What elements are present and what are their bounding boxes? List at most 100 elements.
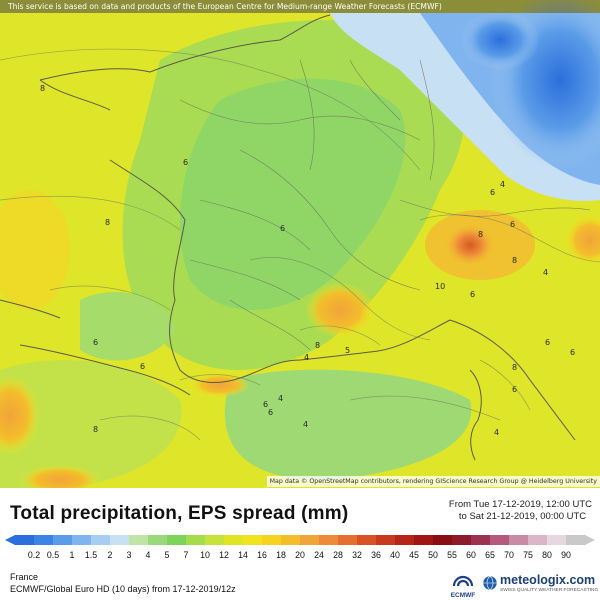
contour-label: 6: [268, 408, 274, 417]
meteologix-name: meteologix.com: [500, 573, 596, 587]
ecmwf-disclaimer-banner: This service is based on data and produc…: [0, 0, 600, 13]
scale-tick-label: 10: [200, 550, 210, 560]
scale-segment: [186, 535, 206, 545]
contour-label: 8: [40, 84, 46, 93]
precip-zone-sw-corner: [0, 375, 40, 455]
region-name: France: [10, 572, 39, 582]
ecmwf-logo-icon: [452, 575, 474, 587]
contour-label: 6: [545, 338, 551, 347]
scale-tick-label: 90: [561, 550, 571, 560]
scale-segment: [34, 535, 54, 545]
scale-tick-label: 28: [333, 550, 343, 560]
ecmwf-logo: ECMWF: [448, 573, 478, 599]
contour-label: 6: [512, 385, 518, 394]
scale-tick-label: 55: [447, 550, 457, 560]
period-to: to Sat 21-12-2019, 00:00 UTC: [458, 511, 587, 522]
precip-zone-sw: [0, 360, 182, 488]
scale-segment: [205, 535, 225, 545]
scale-tick-label: 40: [390, 550, 400, 560]
scale-segment: [148, 535, 168, 545]
contour-label: 8: [512, 363, 518, 372]
contour-label: 4: [543, 268, 549, 277]
period-from: From Tue 17-12-2019, 12:00 UTC: [448, 499, 592, 510]
scale-segment: [528, 535, 548, 545]
scale-segment: [452, 535, 472, 545]
precip-zone-cevennes: [305, 282, 375, 338]
precip-zone-atlantic: [0, 190, 70, 310]
scale-tick-label: 24: [314, 550, 324, 560]
contour-label: 8: [512, 256, 518, 265]
contour-label: 6: [470, 290, 476, 299]
scale-tick-label: 32: [352, 550, 362, 560]
precip-zone-pyrenees: [190, 373, 250, 397]
contour-label: 6: [183, 158, 189, 167]
contour-label: 4: [278, 394, 284, 403]
meteologix-tagline: SWISS QUALITY WEATHER FORECASTING: [500, 588, 599, 593]
scale-segment: [72, 535, 92, 545]
scale-segment: [490, 535, 510, 545]
contour-label: 4: [303, 420, 309, 429]
scale-tick-label: 1: [69, 550, 75, 560]
model-info: ECMWF/Global Euro HD (10 days) from 17-1…: [10, 584, 236, 594]
scale-segment: [243, 535, 263, 545]
map-title: Total precipitation, EPS spread (mm): [10, 503, 349, 524]
scale-segment: [15, 535, 35, 545]
scale-segment: [566, 535, 586, 545]
scale-segment: [433, 535, 453, 545]
scale-tick-label: 0.2: [27, 550, 41, 560]
scale-segment: [414, 535, 434, 545]
scale-arrow-right: [585, 535, 595, 545]
scale-segment: [281, 535, 301, 545]
ecmwf-logo-text: ECMWF: [450, 592, 476, 599]
coastlines: [0, 14, 576, 461]
scale-tick-label: 45: [409, 550, 419, 560]
scale-tick-label: 7: [183, 550, 189, 560]
contour-label: 6: [93, 338, 99, 347]
contour-lines: [0, 48, 600, 441]
contour-label: 6: [140, 362, 146, 371]
precip-zone-south-edge: [20, 465, 100, 488]
contour-label: 8: [478, 230, 484, 239]
scale-segment: [129, 535, 149, 545]
scale-tick-label: 20: [295, 550, 305, 560]
scale-segment: [395, 535, 415, 545]
scale-tick-label: 70: [504, 550, 514, 560]
scale-tick-label: 75: [523, 550, 533, 560]
precip-zone-alps-core: [444, 223, 496, 267]
meteologix-globe-icon: [482, 575, 498, 591]
scale-tick-label: 36: [371, 550, 381, 560]
scale-segment: [167, 535, 187, 545]
contour-label: 6: [490, 188, 496, 197]
scale-tick-label: 50: [428, 550, 438, 560]
contour-label: 6: [263, 400, 269, 409]
precip-zone-west: [80, 291, 175, 361]
scale-segment: [224, 535, 244, 545]
contour-label: 4: [494, 428, 500, 437]
contour-label: 8: [105, 218, 111, 227]
contour-label: 6: [570, 348, 576, 357]
scale-tick-label: 1.5: [84, 550, 98, 560]
precip-zone-east-edge: [565, 215, 600, 265]
contour-label: 5: [345, 346, 351, 355]
contour-label: 4: [500, 180, 506, 189]
precip-zone-green-core: [180, 78, 406, 310]
scale-tick-label: 4: [145, 550, 151, 560]
contour-label: 6: [280, 224, 286, 233]
scale-tick-label: 16: [257, 550, 267, 560]
precipitation-map[interactable]: This service is based on data and produc…: [0, 0, 600, 488]
contour-label: 4: [304, 353, 310, 362]
contour-label: 6: [510, 220, 516, 229]
scale-segment: [547, 535, 567, 545]
scale-segment: [357, 535, 377, 545]
map-canvas: [0, 0, 600, 488]
map-attribution[interactable]: Map data © OpenStreetMap contributors, r…: [266, 476, 600, 487]
scale-segment: [338, 535, 358, 545]
admin-borders: [179, 59, 591, 351]
scale-segment: [471, 535, 491, 545]
scale-segment: [110, 535, 130, 545]
scale-tick-label: 65: [485, 550, 495, 560]
forecast-period: From Tue 17-12-2019, 12:00 UTC to Sat 21…: [449, 499, 592, 523]
scale-tick-label: 14: [238, 550, 248, 560]
contour-label: 8: [93, 425, 99, 434]
scale-segment: [53, 535, 73, 545]
